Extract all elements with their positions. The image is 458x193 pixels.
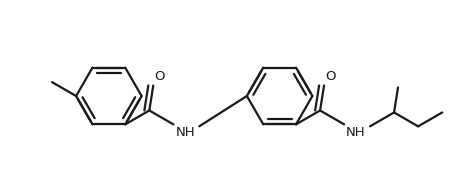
Text: O: O <box>325 70 336 84</box>
Text: NH: NH <box>175 126 195 139</box>
Text: O: O <box>154 70 165 84</box>
Text: NH: NH <box>346 126 366 139</box>
